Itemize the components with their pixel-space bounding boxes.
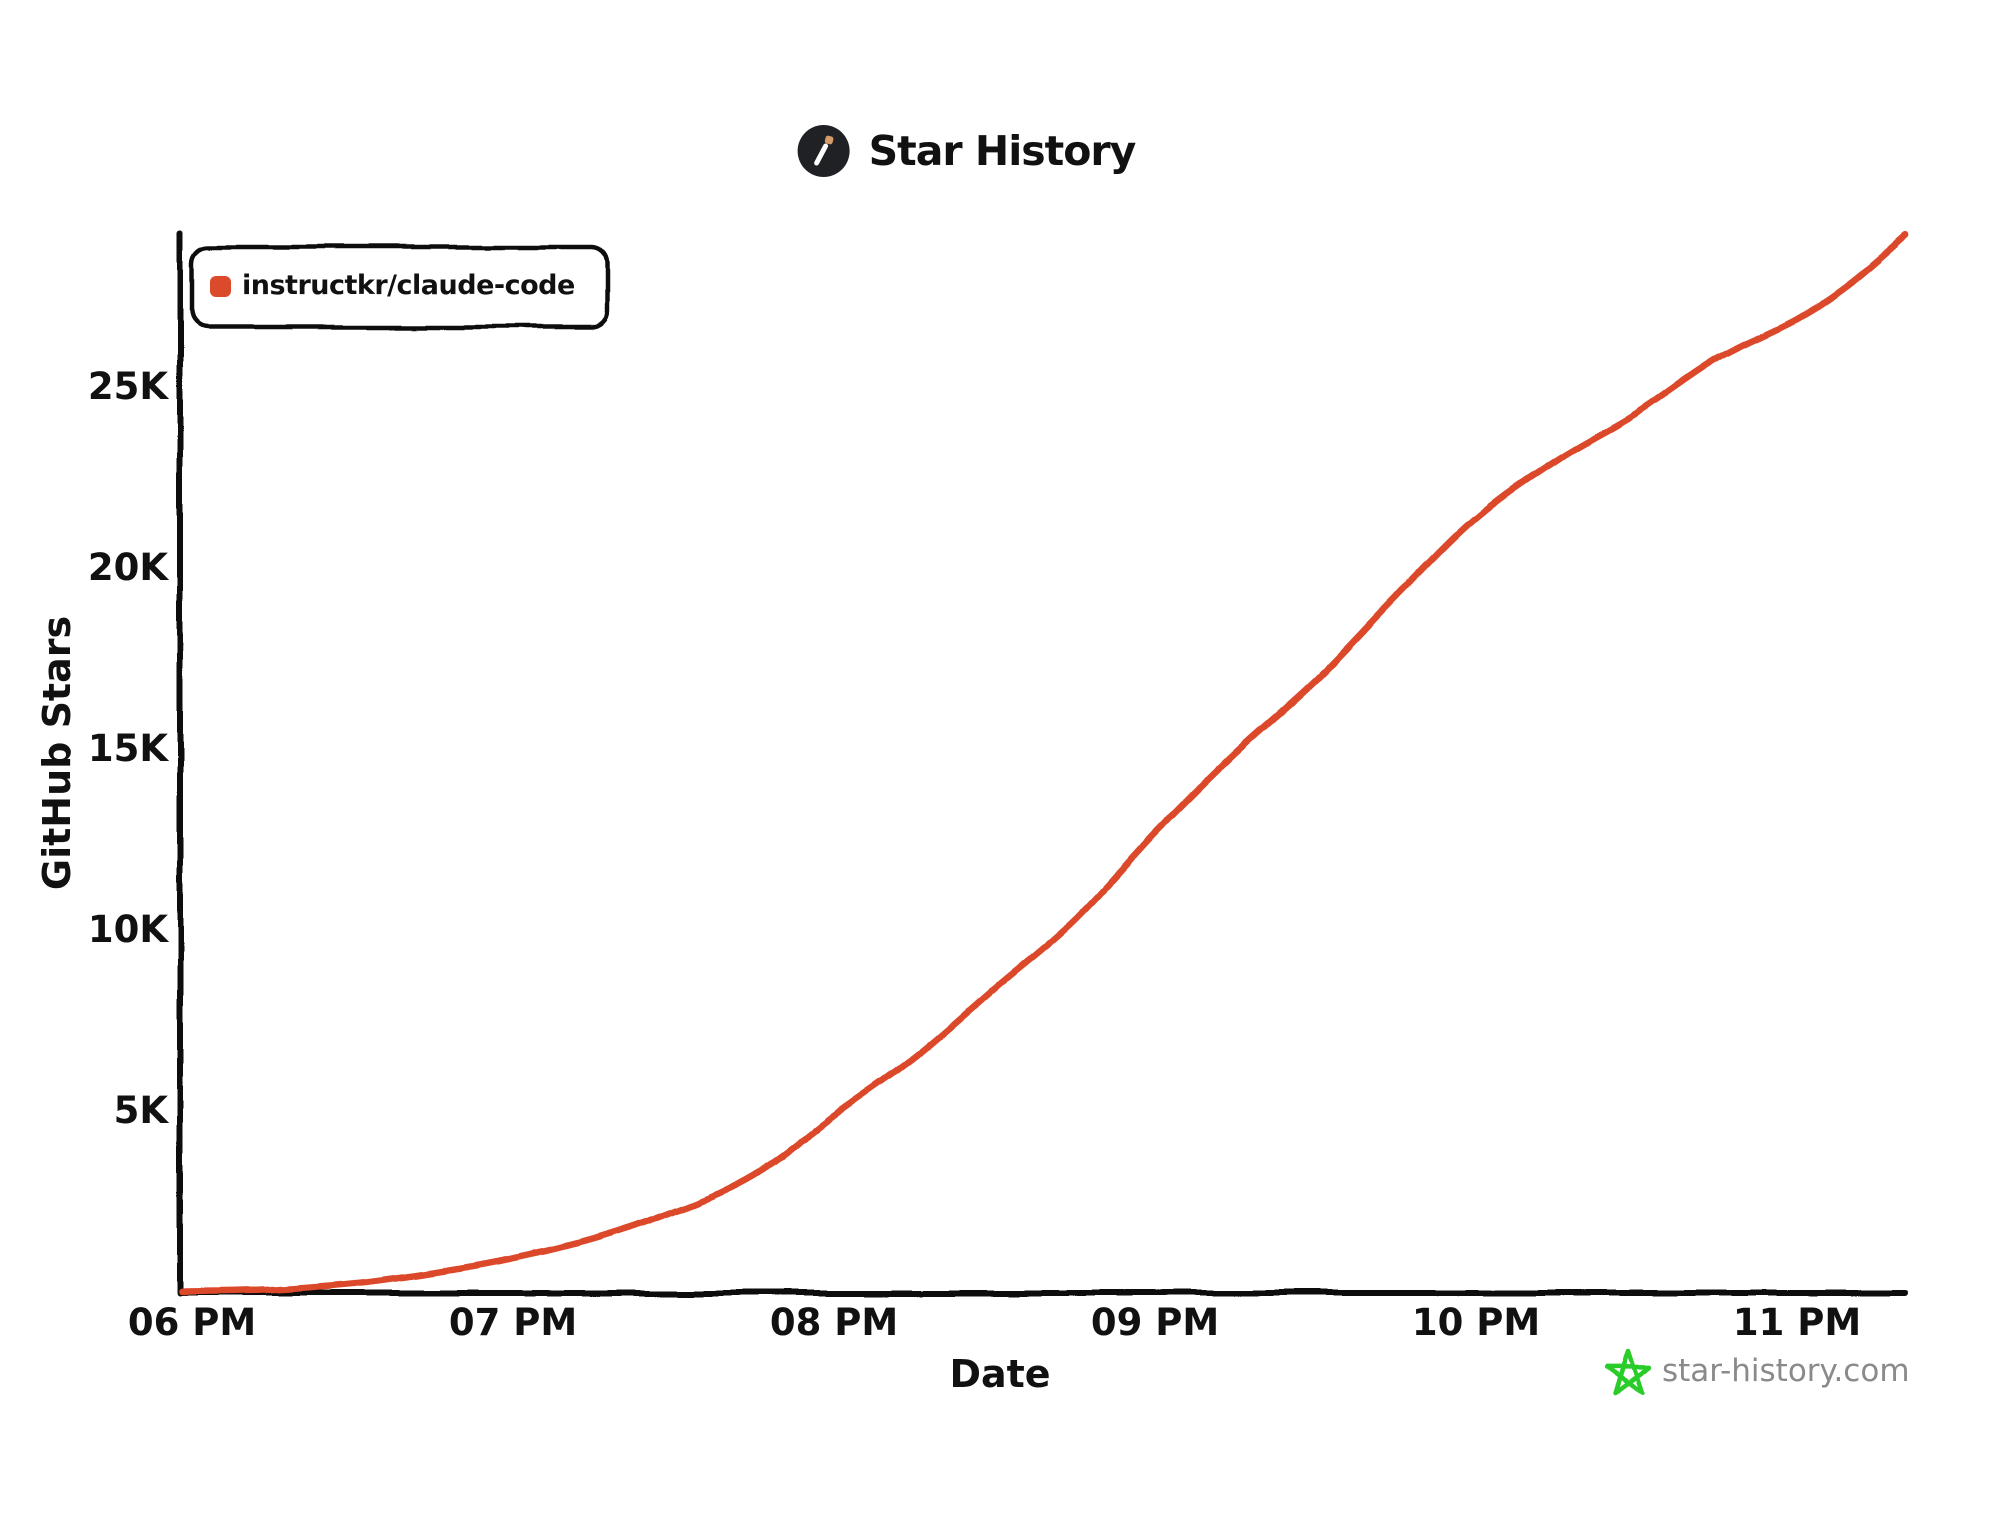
star-doodle-icon (1603, 1348, 1653, 1395)
series-line-instructkr-claude-code (178, 232, 1910, 1296)
legend-box (189, 244, 610, 330)
axes (177, 229, 1909, 1296)
